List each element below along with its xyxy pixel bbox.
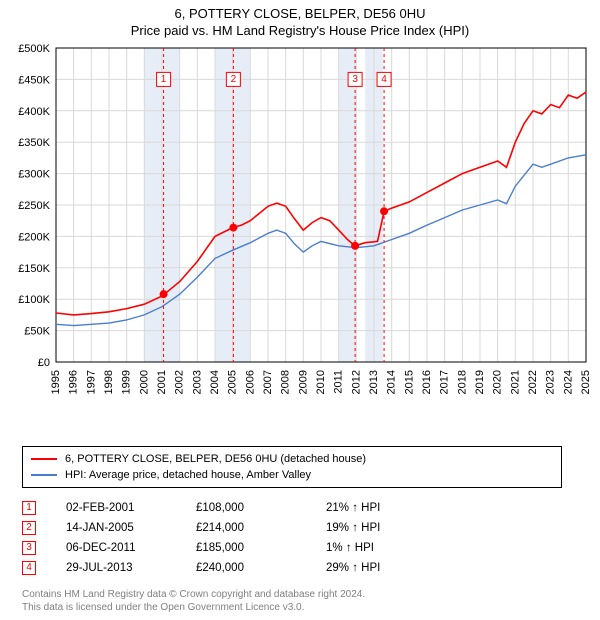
x-tick-label: 2001 — [156, 370, 168, 394]
x-tick-label: 1999 — [121, 370, 133, 394]
legend-row: 6, POTTERY CLOSE, BELPER, DE56 0HU (deta… — [31, 451, 553, 467]
x-tick-label: 1995 — [50, 370, 62, 394]
tx-marker-number: 1 — [161, 74, 167, 85]
tx-price: £185,000 — [196, 538, 326, 558]
y-tick-label: £400K — [18, 106, 50, 118]
x-tick-label: 2008 — [280, 370, 292, 394]
legend-box: 6, POTTERY CLOSE, BELPER, DE56 0HU (deta… — [22, 446, 562, 488]
x-tick-label: 2003 — [191, 370, 203, 394]
x-tick-label: 2016 — [421, 370, 433, 394]
tx-price: £108,000 — [196, 498, 326, 518]
x-tick-label: 2004 — [209, 370, 221, 394]
x-tick-label: 1997 — [85, 370, 97, 394]
x-tick-label: 2024 — [562, 370, 574, 394]
tx-dot — [229, 224, 237, 232]
tx-price: £240,000 — [196, 558, 326, 578]
legend-row: HPI: Average price, detached house, Ambe… — [31, 467, 553, 483]
y-tick-label: £0 — [38, 357, 50, 369]
y-tick-label: £100K — [18, 294, 50, 306]
chart-container: £0 £50K £100K £150K £200K £250K £300K £350K £400… — [8, 42, 592, 432]
x-tick-label: 2018 — [456, 370, 468, 394]
y-tick-label: £250K — [18, 200, 50, 212]
tx-marker-number: 3 — [352, 74, 358, 85]
x-tick-label: 2020 — [492, 370, 504, 394]
x-tick-label: 2015 — [403, 370, 415, 394]
table-row: 1 02-FEB-2001£108,00021% ↑ HPI — [22, 498, 578, 518]
y-tick-label: £50K — [24, 326, 50, 338]
tx-dot — [351, 242, 359, 250]
tx-date: 02-FEB-2001 — [66, 498, 196, 518]
tx-date: 29-JUL-2013 — [66, 558, 196, 578]
x-tick-label: 2011 — [333, 370, 345, 394]
footer-block: 6, POTTERY CLOSE, BELPER, DE56 0HU (deta… — [22, 446, 578, 614]
legend-label: HPI: Average price, detached house, Ambe… — [65, 467, 311, 483]
x-tick-label: 2005 — [227, 370, 239, 394]
tx-dot — [160, 290, 168, 298]
x-tick-label: 1998 — [103, 370, 115, 394]
x-tick-label: 2009 — [297, 370, 309, 394]
tx-row-marker: 1 — [22, 501, 36, 515]
x-tick-label: 2023 — [545, 370, 557, 394]
x-tick-label: 2013 — [368, 370, 380, 394]
table-row: 4 29-JUL-2013£240,00029% ↑ HPI — [22, 558, 578, 578]
x-tick-label: 2012 — [350, 370, 362, 394]
x-tick-label: 2019 — [474, 370, 486, 394]
x-tick-label: 2017 — [439, 370, 451, 394]
tx-diff: 21% ↑ HPI — [326, 498, 456, 518]
x-tick-label: 2002 — [174, 370, 186, 394]
y-tick-label: £500K — [18, 43, 50, 55]
table-row: 2 14-JAN-2005£214,00019% ↑ HPI — [22, 518, 578, 538]
tx-diff: 29% ↑ HPI — [326, 558, 456, 578]
x-tick-label: 2022 — [527, 370, 539, 394]
address-title: 6, POTTERY CLOSE, BELPER, DE56 0HU — [0, 6, 600, 21]
y-tick-label: £300K — [18, 169, 50, 181]
y-tick-label: £150K — [18, 263, 50, 275]
attribution-text: Contains HM Land Registry data © Crown c… — [22, 588, 578, 614]
x-tick-label: 2010 — [315, 370, 327, 394]
attribution-line1: Contains HM Land Registry data © Crown c… — [22, 588, 578, 601]
price-chart: £0 £50K £100K £150K £200K £250K £300K £350K £400… — [8, 42, 592, 432]
tx-marker-number: 4 — [381, 74, 387, 85]
y-tick-label: £350K — [18, 137, 50, 149]
tx-dot — [380, 207, 388, 215]
tx-row-marker: 3 — [22, 541, 36, 555]
tx-date: 14-JAN-2005 — [66, 518, 196, 538]
chart-subtitle: Price paid vs. HM Land Registry's House … — [0, 23, 600, 38]
transactions-table: 1 02-FEB-2001£108,00021% ↑ HPI 2 14-JAN-200… — [22, 498, 578, 578]
legend-swatch — [31, 474, 57, 476]
tx-date: 06-DEC-2011 — [66, 538, 196, 558]
tx-diff: 19% ↑ HPI — [326, 518, 456, 538]
table-row: 3 06-DEC-2011£185,0001% ↑ HPI — [22, 538, 578, 558]
legend-swatch — [31, 458, 57, 460]
tx-row-marker: 2 — [22, 521, 36, 535]
x-tick-label: 2025 — [580, 370, 592, 394]
tx-diff: 1% ↑ HPI — [326, 538, 456, 558]
tx-marker-number: 2 — [231, 74, 237, 85]
tx-row-marker: 4 — [22, 561, 36, 575]
x-tick-label: 2014 — [386, 370, 398, 394]
x-tick-label: 2007 — [262, 370, 274, 394]
chart-title-block: 6, POTTERY CLOSE, BELPER, DE56 0HU Price… — [0, 0, 600, 38]
legend-label: 6, POTTERY CLOSE, BELPER, DE56 0HU (deta… — [65, 451, 366, 467]
x-tick-label: 2000 — [138, 370, 150, 394]
x-tick-label: 2021 — [509, 370, 521, 394]
y-tick-label: £200K — [18, 231, 50, 243]
y-tick-label: £450K — [18, 74, 50, 86]
x-tick-label: 1996 — [68, 370, 80, 394]
attribution-line2: This data is licensed under the Open Gov… — [22, 601, 578, 614]
tx-price: £214,000 — [196, 518, 326, 538]
x-tick-label: 2006 — [244, 370, 256, 394]
